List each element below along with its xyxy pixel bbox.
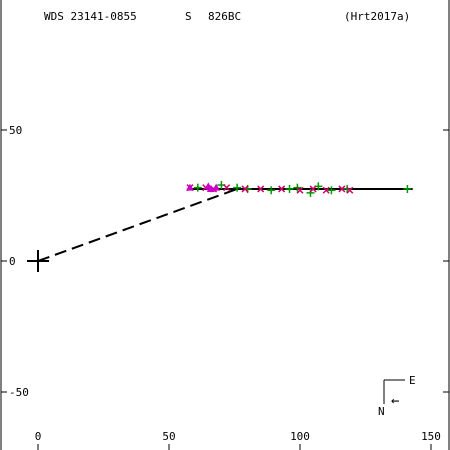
observation-point [278,185,286,193]
x-marker-b [257,185,265,193]
observation-point [306,188,315,197]
epoch-label: 826BC [208,10,241,23]
x-marker-b [322,186,330,194]
observation-point [285,184,294,193]
x-marker-b [309,185,317,193]
orientation-indicator: E N ← [378,374,416,418]
observation-point [322,186,330,194]
axes-ticks: 0 50 100 150 -50 0 50 [1,124,449,450]
observation-point [267,186,276,195]
x-marker-b [296,186,304,194]
x-marker-b [223,184,231,192]
east-label: E [409,374,416,387]
triangle-marker [185,183,194,191]
observation-point [296,186,304,194]
north-label: N [378,405,385,418]
observation-point [212,183,221,191]
x-tick-label: 50 [162,430,175,443]
x-tick-label: 100 [290,430,310,443]
observation-point [327,186,336,195]
x-marker-b [278,185,286,193]
x-marker-b [346,186,354,194]
quadrant-flag: S [185,10,192,23]
y-tick-label: 50 [9,124,22,137]
observation-point [233,183,242,192]
data-layer [27,181,413,272]
wds-identifier: WDS 23141-0855 [44,10,137,23]
triangle-marker [212,183,221,191]
x-tick-label: 0 [35,430,42,443]
observation-point [338,185,346,193]
observation-point [403,184,412,193]
y-tick-label: -50 [9,386,29,399]
observation-point [185,183,194,191]
x-tick-label: 150 [421,430,441,443]
x-marker-b [338,185,346,193]
reference-code: (Hrt2017a) [344,10,410,23]
y-tick-label: 0 [9,255,16,268]
observation-point [223,184,231,192]
x-marker-b [241,185,249,193]
observation-point [346,186,354,194]
observation-point [343,184,352,193]
observation-point [241,185,249,193]
observation-point [257,185,265,193]
observation-point [193,183,202,192]
motion-arrow-icon: ← [391,393,399,409]
observation-point [309,185,317,193]
